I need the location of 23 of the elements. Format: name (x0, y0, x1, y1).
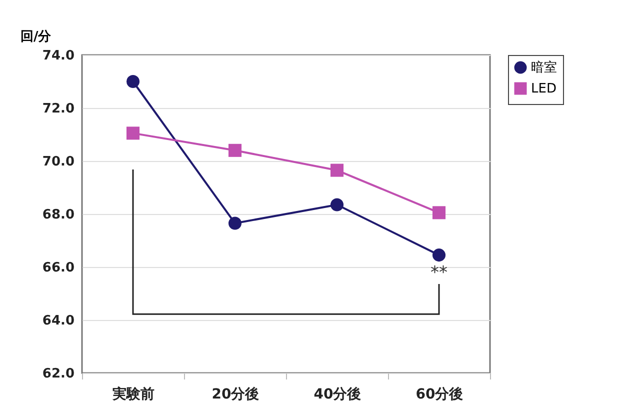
annotation: ** (430, 262, 448, 283)
legend-label: 暗室 (531, 60, 557, 76)
y-tick-label: 72.0 (42, 102, 74, 116)
point (228, 216, 242, 230)
y-axis-title: 回/分 (20, 30, 52, 44)
y-tick-label: 68.0 (42, 208, 74, 222)
y-tick-label: 64.0 (42, 314, 74, 328)
point (432, 248, 446, 262)
point (330, 198, 344, 212)
point (330, 164, 344, 177)
point (228, 144, 242, 157)
y-tick-label: 74.0 (42, 48, 74, 64)
point (432, 206, 446, 220)
x-tick-label: 実験前 (112, 386, 154, 402)
y-tick-label: 70.0 (42, 154, 74, 170)
point (126, 74, 140, 88)
x-tick-label: 20分後 (212, 386, 260, 402)
legend-label: LED (531, 82, 556, 96)
y-tick-label: 62.0 (42, 366, 74, 382)
x-tick-label: 60分後 (416, 386, 464, 402)
y-tick-label: 66.0 (42, 260, 74, 276)
point (126, 126, 140, 140)
x-tick-label: 40分後 (314, 386, 362, 402)
